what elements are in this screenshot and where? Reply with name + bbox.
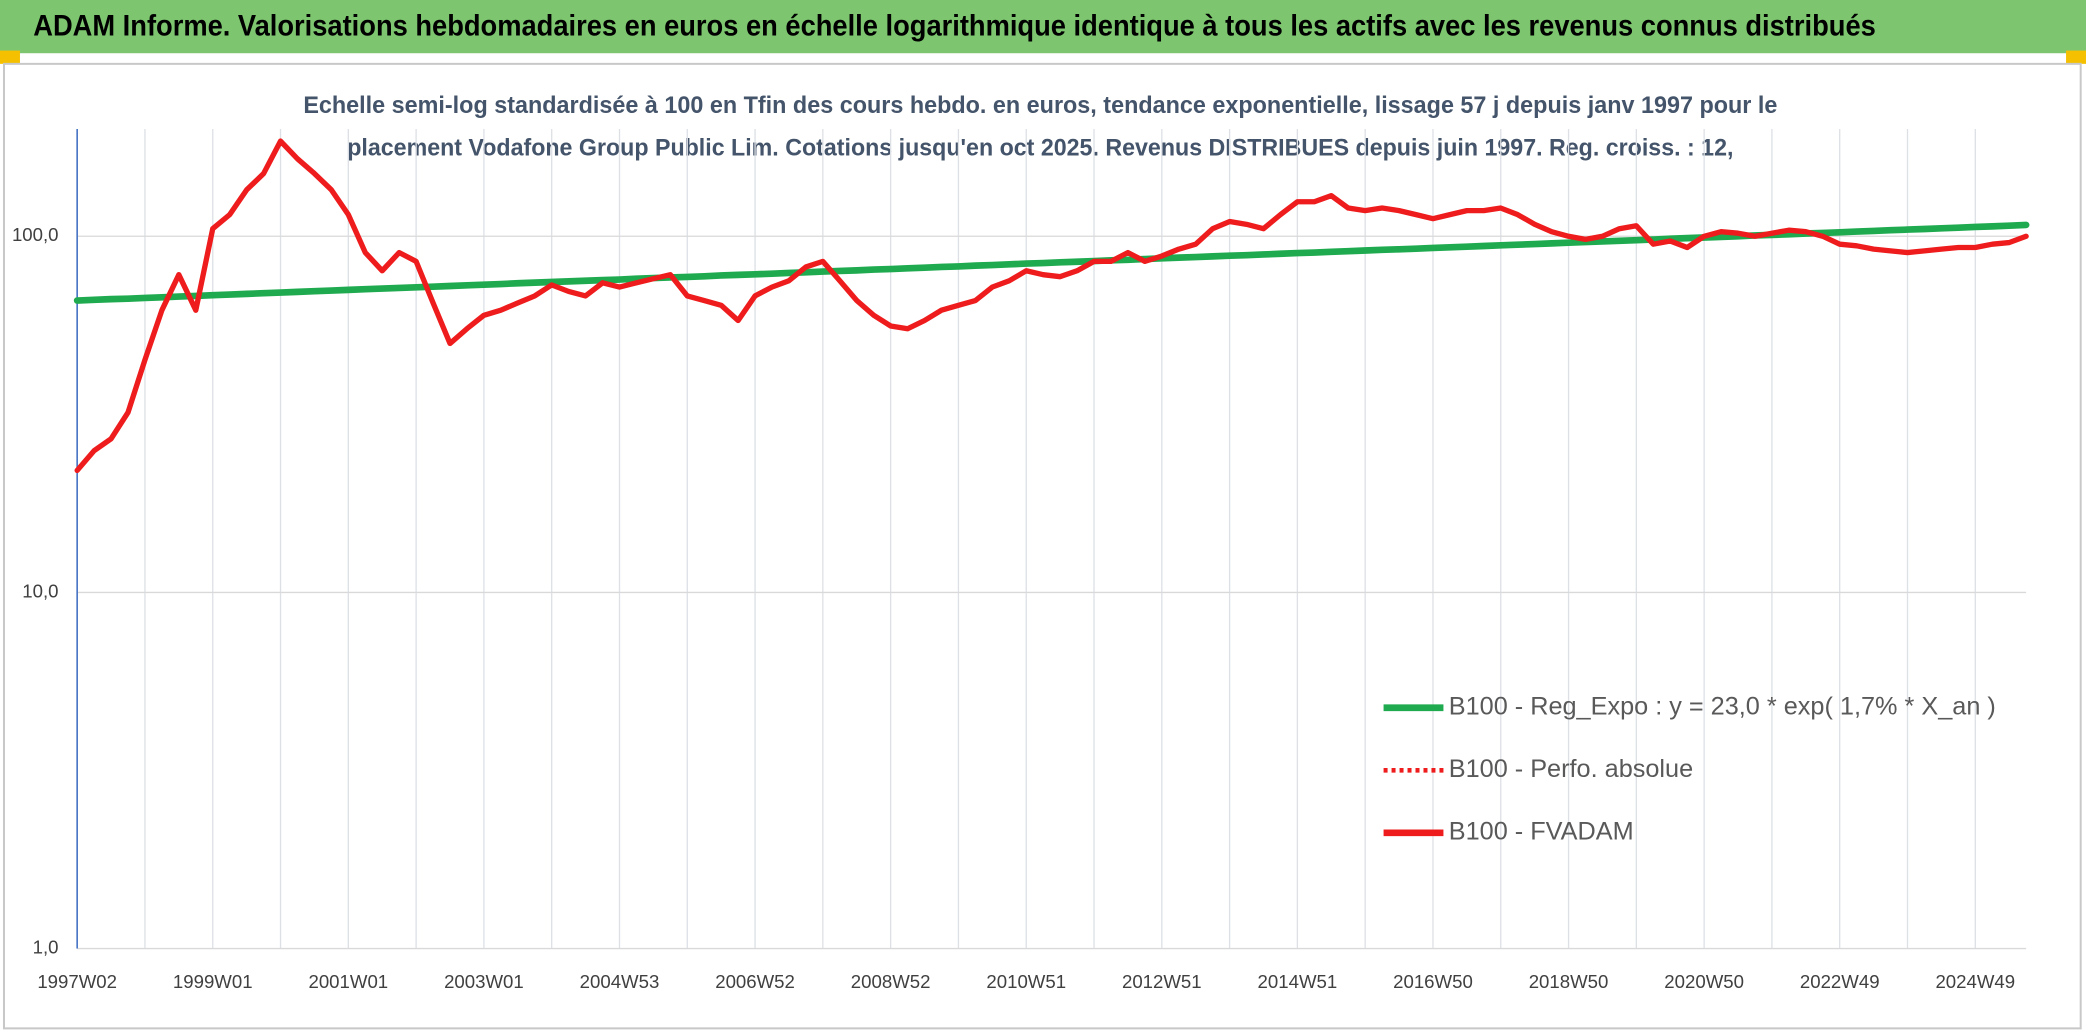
x-tick-label: 2012W51 <box>1122 971 1202 992</box>
y-tick-label: 1,0 <box>33 936 59 957</box>
chart-subtitle: Echelle semi-log standardisée à 100 en T… <box>303 92 1777 119</box>
y-tick-label: 100,0 <box>12 224 59 245</box>
chart-frame <box>2 62 2082 1030</box>
corner <box>0 50 20 64</box>
x-tick-label: 2008W52 <box>851 971 931 992</box>
x-tick-label: 2003W01 <box>444 971 524 992</box>
legend: B100 - Reg_Expo : y = 23,0 * exp( 1,7% *… <box>1383 692 1996 845</box>
legend-label: B100 - FVADAM <box>1449 817 1634 845</box>
x-tick-label: 2006W52 <box>715 971 795 992</box>
chart-subtitle: placement Vodafone Group Public Lim. Cot… <box>347 134 1733 161</box>
legend-label: B100 - Perfo. absolue <box>1449 755 1693 783</box>
x-tick-label: 2024W49 <box>1935 971 2015 992</box>
x-tick-label: 1999W01 <box>173 971 253 992</box>
x-tick-label: 2001W01 <box>308 971 388 992</box>
x-tick-label: 2010W51 <box>986 971 1066 992</box>
x-tick-label: 2020W50 <box>1664 971 1744 992</box>
x-tick-label: 2018W50 <box>1529 971 1609 992</box>
header-band <box>0 0 2086 54</box>
x-tick-label: 1997W02 <box>37 971 117 992</box>
y-tick-label: 10,0 <box>22 580 58 601</box>
corner <box>2066 50 2086 64</box>
legend-label: B100 - Reg_Expo : y = 23,0 * exp( 1,7% *… <box>1449 692 1996 720</box>
x-tick-label: 2016W50 <box>1393 971 1473 992</box>
x-tick-label: 2004W53 <box>580 971 660 992</box>
page-title: ADAM Informe. Valorisations hebdomadaire… <box>33 11 1876 43</box>
series-line <box>74 138 2029 474</box>
x-tick-label: 2014W51 <box>1258 971 1338 992</box>
x-tick-label: 2022W49 <box>1800 971 1880 992</box>
